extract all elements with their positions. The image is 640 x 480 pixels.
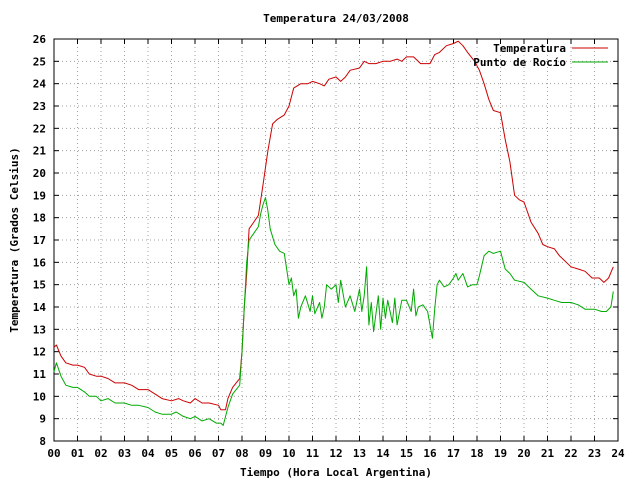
x-tick-label: 21 bbox=[541, 447, 555, 460]
x-tick-label: 11 bbox=[306, 447, 320, 460]
y-tick-label: 21 bbox=[33, 145, 47, 158]
x-tick-label: 24 bbox=[611, 447, 625, 460]
x-tick-label: 04 bbox=[141, 447, 155, 460]
x-tick-label: 03 bbox=[118, 447, 131, 460]
y-axis-ticks: 8 9 10 11 12 13 14 15 16 17 18 19 20 21 22 23 24 25 26 bbox=[33, 33, 618, 448]
y-tick-label: 9 bbox=[39, 413, 46, 426]
grid-lines bbox=[54, 39, 618, 441]
x-tick-label: 16 bbox=[423, 447, 437, 460]
series-line-temperatura bbox=[53, 40, 614, 411]
y-tick-label: 17 bbox=[33, 234, 46, 247]
y-tick-label: 18 bbox=[33, 212, 46, 225]
x-tick-label: 09 bbox=[259, 447, 272, 460]
x-tick-label: 05 bbox=[165, 447, 178, 460]
y-tick-label: 11 bbox=[33, 368, 47, 381]
legend: Temperatura Punto de Rocío bbox=[473, 42, 608, 69]
y-tick-label: 16 bbox=[33, 256, 47, 269]
x-tick-label: 19 bbox=[494, 447, 507, 460]
x-tick-label: 14 bbox=[376, 447, 390, 460]
x-axis-label: Tiempo (Hora Local Argentina) bbox=[240, 466, 432, 479]
x-tick-label: 18 bbox=[470, 447, 483, 460]
x-tick-label: 00 bbox=[47, 447, 60, 460]
x-tick-label: 08 bbox=[235, 447, 248, 460]
x-tick-label: 10 bbox=[282, 447, 295, 460]
y-tick-label: 22 bbox=[33, 122, 46, 135]
y-tick-label: 23 bbox=[33, 100, 46, 113]
y-tick-label: 19 bbox=[33, 189, 46, 202]
x-tick-label: 22 bbox=[564, 447, 577, 460]
x-tick-label: 12 bbox=[329, 447, 342, 460]
x-tick-label: 13 bbox=[353, 447, 366, 460]
y-tick-label: 15 bbox=[33, 279, 46, 292]
x-tick-label: 15 bbox=[400, 447, 413, 460]
y-tick-label: 24 bbox=[33, 78, 47, 91]
x-tick-label: 20 bbox=[517, 447, 530, 460]
x-tick-label: 07 bbox=[212, 447, 225, 460]
legend-label-temperatura: Temperatura bbox=[493, 42, 566, 55]
x-tick-label: 02 bbox=[94, 447, 107, 460]
series-line-punto-de-rocio bbox=[53, 197, 614, 426]
data-series bbox=[53, 40, 614, 426]
y-tick-label: 26 bbox=[33, 33, 47, 46]
x-axis-ticks: 00 01 02 03 04 05 06 07 08 09 10 11 12 13 14 15 16 17 18 19… bbox=[47, 39, 625, 460]
x-tick-label: 23 bbox=[588, 447, 601, 460]
y-tick-label: 8 bbox=[39, 435, 46, 448]
y-tick-label: 12 bbox=[33, 346, 46, 359]
y-axis-label: Temperatura (Grados Celsius) bbox=[8, 147, 21, 332]
y-tick-label: 20 bbox=[33, 167, 46, 180]
y-tick-label: 10 bbox=[33, 390, 46, 403]
x-tick-label: 06 bbox=[188, 447, 202, 460]
y-tick-label: 13 bbox=[33, 323, 46, 336]
chart-title: Temperatura 24/03/2008 bbox=[263, 12, 409, 25]
y-tick-label: 25 bbox=[33, 55, 46, 68]
x-tick-label: 17 bbox=[447, 447, 460, 460]
legend-label-punto-de-rocio: Punto de Rocío bbox=[473, 56, 566, 69]
y-tick-label: 14 bbox=[33, 301, 47, 314]
x-tick-label: 01 bbox=[71, 447, 85, 460]
